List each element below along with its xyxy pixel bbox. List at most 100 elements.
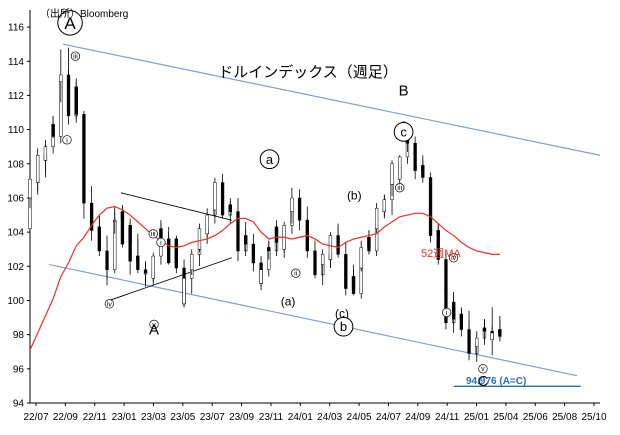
x-tick-label: 22/11 <box>83 412 108 423</box>
candle-body <box>475 337 479 347</box>
count-mark-label: iv <box>451 255 457 262</box>
candle-body <box>120 211 125 245</box>
x-tick-label: 23/01 <box>112 412 137 423</box>
count-mark-label: i <box>66 137 68 144</box>
candle-body <box>451 301 456 320</box>
wave-label: (b) <box>347 189 362 203</box>
target-label: 94.976 (A=C) <box>466 376 526 387</box>
triangle-upper-line <box>120 192 232 221</box>
triangle-lower-line <box>109 257 232 301</box>
price-candles <box>28 47 502 362</box>
x-tick-label: 22/07 <box>23 412 48 423</box>
wave-label-circle <box>259 149 280 170</box>
count-mark-circle <box>104 299 114 309</box>
y-tick-label: 100 <box>7 296 24 307</box>
candle-body <box>482 327 487 332</box>
wave-label-circle <box>333 316 354 337</box>
candle-body <box>166 238 171 264</box>
wave-label: a <box>266 152 274 167</box>
count-mark-circle <box>149 319 159 330</box>
candle-body <box>244 235 248 245</box>
candle-body <box>236 240 240 252</box>
wave-label: c <box>400 124 407 139</box>
candle-body <box>36 154 40 183</box>
count-mark-label: iii <box>73 54 78 61</box>
candle-body <box>390 163 394 185</box>
candle-body <box>59 74 63 83</box>
source-note: （出所）Bloomberg <box>40 7 128 20</box>
wave-label: A <box>149 322 159 339</box>
candle-body <box>359 247 363 269</box>
candle-body <box>305 226 309 252</box>
candle-body <box>436 230 440 260</box>
x-tick-label: 25/01 <box>464 412 489 423</box>
candle-body <box>359 267 363 294</box>
candle-body <box>413 166 417 171</box>
candle-body <box>113 219 117 222</box>
x-tick-label: 24/03 <box>317 412 342 423</box>
candle-body <box>274 226 279 243</box>
y-tick-label: 94 <box>13 399 25 410</box>
count-mark-circle <box>291 268 301 278</box>
candle-body <box>51 124 55 137</box>
candle-body <box>205 214 209 235</box>
x-tick-label: 23/11 <box>259 412 284 423</box>
candle-body <box>421 165 425 178</box>
candle-body <box>490 332 494 341</box>
candle-body <box>290 197 294 212</box>
x-tick-label: 24/11 <box>435 412 460 423</box>
x-tick-label: 23/07 <box>200 412 225 423</box>
ma-line-group <box>29 205 500 351</box>
candle-body <box>428 177 433 209</box>
count-mark-circle <box>442 307 452 318</box>
candle-body <box>382 199 386 212</box>
candle-body <box>374 207 379 229</box>
candle-body <box>351 276 356 294</box>
candle-body <box>43 146 48 161</box>
y-tick-label: 116 <box>8 23 24 34</box>
candle-body <box>197 228 202 250</box>
x-tick-label: 23/09 <box>229 412 254 423</box>
wave-label: C <box>477 373 488 390</box>
x-tick-label: 24/05 <box>347 412 372 423</box>
x-tick-label: 25/08 <box>552 412 577 423</box>
count-mark-circle <box>448 253 459 263</box>
channel-upper-line <box>63 43 601 156</box>
channel-lower-line <box>49 264 578 377</box>
candle-body <box>105 267 109 270</box>
count-mark-label: iii <box>397 185 402 192</box>
candle-body <box>182 278 186 305</box>
wave-label: B <box>399 82 409 99</box>
x-tick-label: 25/10 <box>581 412 606 423</box>
candle-body <box>259 269 263 284</box>
chart-axes: 94 96 98 100 102 104 106 108 110 112 114 116 22/07 22… <box>7 10 607 423</box>
candle-body <box>467 336 471 354</box>
x-tick-label: 23/05 <box>170 412 195 423</box>
candle-body <box>82 189 86 204</box>
candle-body <box>498 329 502 337</box>
count-mark-label: v <box>152 322 156 329</box>
candle-body <box>459 313 464 330</box>
count-mark-circle <box>62 135 72 145</box>
y-tick-label: 110 <box>8 125 24 136</box>
y-tick-label: 96 <box>13 364 25 375</box>
candle-body <box>313 267 317 276</box>
count-mark-label: v <box>481 366 485 373</box>
y-tick-label: 98 <box>13 330 25 341</box>
wave-label: (a) <box>281 295 296 309</box>
count-mark-label: iii <box>151 231 156 238</box>
count-mark-circle <box>395 183 405 193</box>
x-tick-label: 24/07 <box>376 412 401 423</box>
x-tick-label: 23/03 <box>141 412 166 423</box>
count-mark-label: iv <box>107 301 113 308</box>
y-tick-label: 108 <box>7 159 24 170</box>
count-mark-label: i <box>446 310 448 317</box>
wave-label-circle <box>393 122 414 142</box>
chart-title: ドルインデックス（週足） <box>218 63 398 81</box>
y-tick-label: 106 <box>7 193 24 204</box>
x-tick-label: 22/09 <box>53 412 78 423</box>
candle-body <box>428 207 433 236</box>
candle-body <box>97 226 101 252</box>
wave-label: A <box>64 14 76 33</box>
candle-body <box>136 255 140 270</box>
